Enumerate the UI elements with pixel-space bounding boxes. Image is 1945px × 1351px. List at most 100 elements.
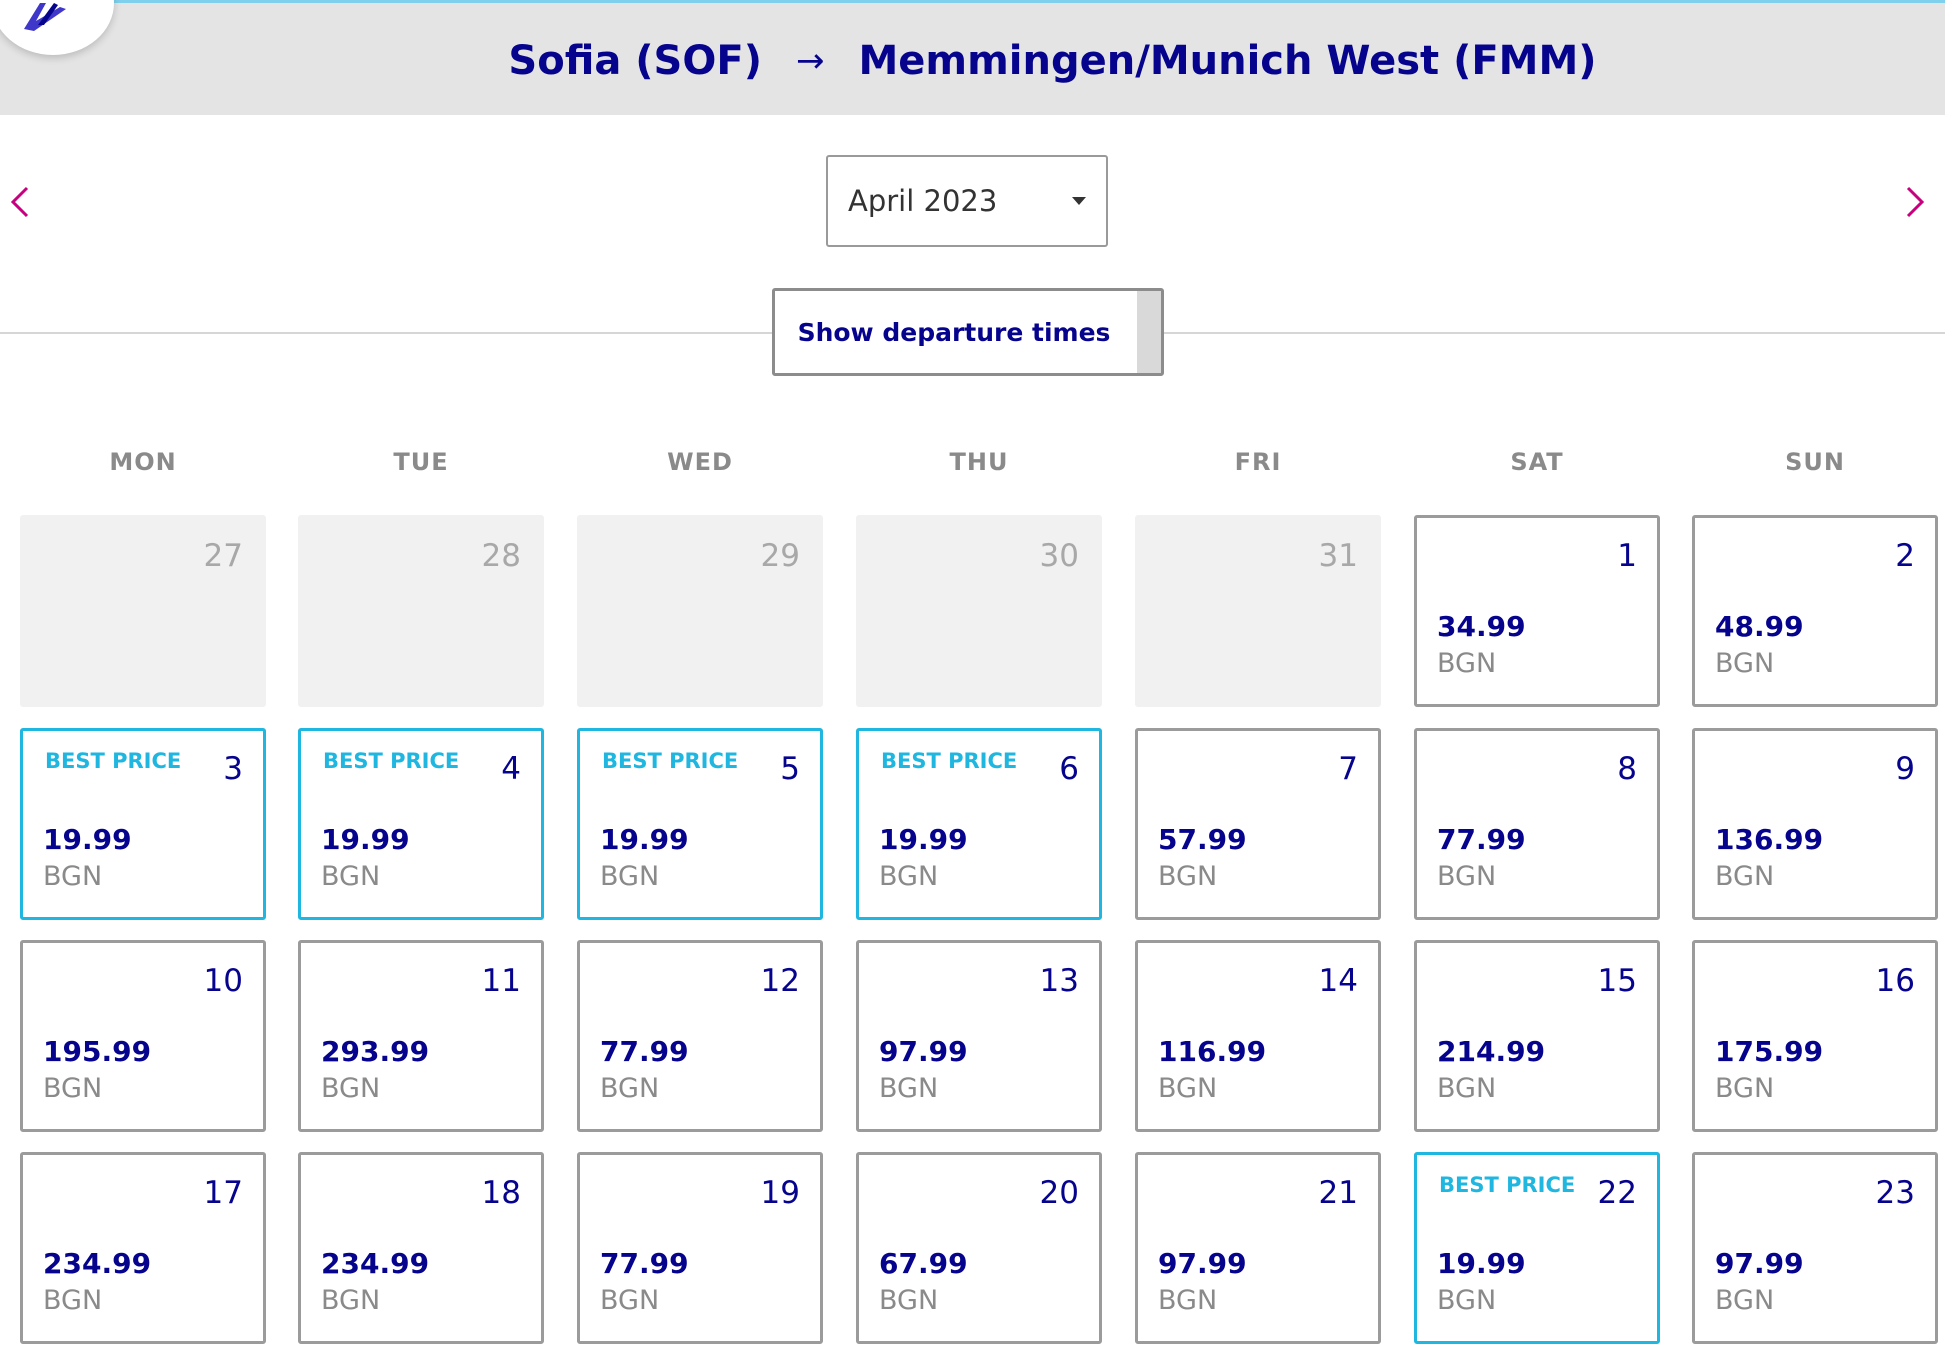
weekday-fri: FRI: [1234, 448, 1282, 476]
day-number: 4: [501, 751, 521, 787]
day-number: 21: [1318, 1175, 1358, 1211]
fare-currency: BGN: [600, 1285, 660, 1316]
day-number: 12: [760, 963, 800, 999]
fare-price: 19.99: [321, 823, 410, 856]
fare-price: 234.99: [43, 1247, 152, 1280]
day-number: 30: [1039, 538, 1079, 574]
best-price-badge: BEST PRICE: [1439, 1173, 1576, 1197]
day-number: 10: [203, 963, 243, 999]
day-number: 7: [1338, 751, 1358, 787]
calendar-day-cell[interactable]: 12 77.99 BGN: [577, 940, 823, 1132]
route-title: Sofia (SOF) → Memmingen/Munich West (FMM…: [0, 3, 1945, 118]
plane-logo-icon: [24, 3, 66, 31]
fare-price: 19.99: [600, 823, 689, 856]
best-price-badge: BEST PRICE: [881, 749, 1018, 773]
fare-currency: BGN: [1158, 1285, 1218, 1316]
fare-currency: BGN: [43, 861, 103, 892]
fare-price: 97.99: [1715, 1247, 1804, 1280]
month-select-value: April 2023: [848, 184, 998, 218]
calendar-day-cell[interactable]: 15 214.99 BGN: [1414, 940, 1660, 1132]
fare-currency: BGN: [321, 1285, 381, 1316]
destination-label: Memmingen/Munich West (FMM): [858, 37, 1597, 84]
calendar-day-cell[interactable]: 19 77.99 BGN: [577, 1152, 823, 1344]
fare-price: 19.99: [43, 823, 132, 856]
fare-currency: BGN: [1158, 1073, 1218, 1104]
calendar-day-cell[interactable]: 14 116.99 BGN: [1135, 940, 1381, 1132]
fare-price: 136.99: [1715, 823, 1824, 856]
weekday-sun: SUN: [1785, 448, 1845, 476]
fare-currency: BGN: [1715, 1073, 1775, 1104]
calendar-day-cell[interactable]: BEST PRICE 3 19.99 BGN: [20, 728, 266, 920]
calendar-day-cell[interactable]: BEST PRICE 4 19.99 BGN: [298, 728, 544, 920]
fare-currency: BGN: [1437, 861, 1497, 892]
day-number: 11: [481, 963, 521, 999]
fare-currency: BGN: [1158, 861, 1218, 892]
day-number: 9: [1895, 751, 1915, 787]
calendar-day-cell: 29: [577, 515, 823, 707]
weekday-thu: THU: [949, 448, 1009, 476]
next-month-button[interactable]: [1895, 180, 1935, 224]
calendar-day-cell[interactable]: 18 234.99 BGN: [298, 1152, 544, 1344]
month-select[interactable]: April 2023: [826, 155, 1108, 247]
day-number: 29: [760, 538, 800, 574]
fare-price: 19.99: [879, 823, 968, 856]
route-header: Sofia (SOF) → Memmingen/Munich West (FMM…: [0, 0, 1945, 115]
fare-price: 293.99: [321, 1035, 430, 1068]
fare-price: 19.99: [1437, 1247, 1526, 1280]
calendar-day-cell[interactable]: 16 175.99 BGN: [1692, 940, 1938, 1132]
calendar-day-cell[interactable]: BEST PRICE 22 19.99 BGN: [1414, 1152, 1660, 1344]
day-number: 3: [223, 751, 243, 787]
weekday-tue: TUE: [393, 448, 449, 476]
calendar-day-cell[interactable]: 13 97.99 BGN: [856, 940, 1102, 1132]
calendar-day-cell[interactable]: 7 57.99 BGN: [1135, 728, 1381, 920]
day-number: 6: [1059, 751, 1079, 787]
calendar-day-cell[interactable]: 10 195.99 BGN: [20, 940, 266, 1132]
day-number: 17: [203, 1175, 243, 1211]
calendar-day-cell[interactable]: BEST PRICE 6 19.99 BGN: [856, 728, 1102, 920]
fare-currency: BGN: [321, 1073, 381, 1104]
fare-price: 214.99: [1437, 1035, 1546, 1068]
day-number: 20: [1039, 1175, 1079, 1211]
weekday-header-row: MON TUE WED THU FRI SAT SUN: [0, 448, 1945, 484]
day-number: 16: [1875, 963, 1915, 999]
best-price-badge: BEST PRICE: [45, 749, 182, 773]
best-price-badge: BEST PRICE: [602, 749, 739, 773]
fare-currency: BGN: [1715, 648, 1775, 679]
fare-price: 57.99: [1158, 823, 1247, 856]
fare-currency: BGN: [1715, 1285, 1775, 1316]
calendar-day-cell[interactable]: 8 77.99 BGN: [1414, 728, 1660, 920]
fare-currency: BGN: [1437, 648, 1497, 679]
previous-month-button[interactable]: [0, 180, 40, 224]
day-number: 23: [1875, 1175, 1915, 1211]
show-departure-times-button[interactable]: Show departure times: [772, 288, 1164, 376]
fare-price: 77.99: [600, 1247, 689, 1280]
calendar-day-cell[interactable]: 17 234.99 BGN: [20, 1152, 266, 1344]
day-number: 27: [203, 538, 243, 574]
calendar-day-cell[interactable]: 23 97.99 BGN: [1692, 1152, 1938, 1344]
fare-currency: BGN: [1715, 861, 1775, 892]
day-number: 8: [1617, 751, 1637, 787]
calendar-day-cell[interactable]: 9 136.99 BGN: [1692, 728, 1938, 920]
fare-price: 77.99: [1437, 823, 1526, 856]
fare-currency: BGN: [43, 1285, 103, 1316]
calendar-day-cell[interactable]: 2 48.99 BGN: [1692, 515, 1938, 707]
calendar-day-cell[interactable]: 20 67.99 BGN: [856, 1152, 1102, 1344]
calendar-day-cell[interactable]: 11 293.99 BGN: [298, 940, 544, 1132]
day-number: 18: [481, 1175, 521, 1211]
fare-currency: BGN: [1437, 1285, 1497, 1316]
fare-currency: BGN: [43, 1073, 103, 1104]
calendar-day-cell: 27: [20, 515, 266, 707]
calendar-day-cell[interactable]: 1 34.99 BGN: [1414, 515, 1660, 707]
scrollbar[interactable]: [1137, 291, 1161, 373]
calendar-day-cell[interactable]: BEST PRICE 5 19.99 BGN: [577, 728, 823, 920]
day-number: 19: [760, 1175, 800, 1211]
calendar-day-cell[interactable]: 21 97.99 BGN: [1135, 1152, 1381, 1344]
chevron-right-icon: [1906, 186, 1925, 218]
fare-price: 195.99: [43, 1035, 152, 1068]
fare-price: 67.99: [879, 1247, 968, 1280]
day-number: 28: [481, 538, 521, 574]
day-number: 1: [1617, 538, 1637, 574]
fare-price: 175.99: [1715, 1035, 1824, 1068]
day-number: 5: [780, 751, 800, 787]
weekday-sat: SAT: [1510, 448, 1564, 476]
